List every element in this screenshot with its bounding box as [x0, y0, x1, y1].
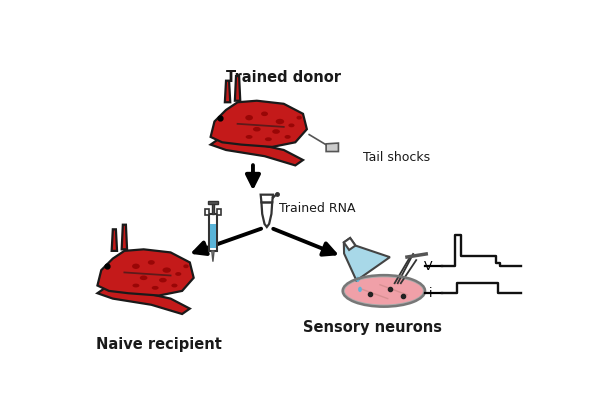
Polygon shape: [211, 101, 307, 147]
Ellipse shape: [140, 276, 148, 280]
Ellipse shape: [183, 264, 189, 268]
Ellipse shape: [159, 278, 167, 283]
Bar: [217, 208, 221, 216]
Ellipse shape: [358, 287, 362, 292]
Ellipse shape: [132, 264, 140, 269]
Bar: [208, 201, 218, 204]
Ellipse shape: [344, 276, 424, 305]
Ellipse shape: [133, 284, 139, 287]
Text: Sensory neurons: Sensory neurons: [303, 320, 442, 335]
Ellipse shape: [284, 135, 291, 139]
Ellipse shape: [265, 137, 272, 141]
Ellipse shape: [253, 127, 261, 131]
Polygon shape: [261, 195, 273, 202]
Polygon shape: [326, 143, 339, 152]
Text: Trained donor: Trained donor: [226, 70, 342, 85]
Polygon shape: [261, 202, 272, 227]
Ellipse shape: [245, 115, 253, 120]
Ellipse shape: [296, 116, 302, 120]
Ellipse shape: [175, 272, 181, 276]
Bar: [205, 208, 209, 216]
Polygon shape: [344, 238, 390, 280]
Ellipse shape: [152, 286, 159, 290]
Bar: [210, 224, 215, 248]
Text: V: V: [424, 260, 433, 273]
Polygon shape: [98, 249, 194, 295]
Text: Trained RNA: Trained RNA: [279, 202, 356, 215]
Polygon shape: [211, 139, 303, 165]
Polygon shape: [225, 81, 230, 102]
Bar: [209, 214, 217, 251]
Polygon shape: [98, 288, 190, 314]
Ellipse shape: [261, 112, 268, 116]
Ellipse shape: [162, 268, 171, 273]
Ellipse shape: [148, 260, 155, 265]
Polygon shape: [122, 225, 127, 249]
Text: Tail shocks: Tail shocks: [363, 151, 430, 164]
Ellipse shape: [272, 129, 280, 134]
Text: i: i: [429, 287, 433, 300]
Ellipse shape: [171, 284, 177, 287]
Bar: [212, 203, 214, 214]
Ellipse shape: [275, 119, 284, 124]
Polygon shape: [112, 229, 117, 251]
Polygon shape: [235, 76, 240, 101]
Text: Naive recipient: Naive recipient: [96, 337, 222, 352]
Polygon shape: [344, 238, 355, 250]
Polygon shape: [212, 251, 214, 262]
Ellipse shape: [289, 123, 295, 127]
Ellipse shape: [246, 135, 252, 139]
Ellipse shape: [356, 277, 359, 282]
